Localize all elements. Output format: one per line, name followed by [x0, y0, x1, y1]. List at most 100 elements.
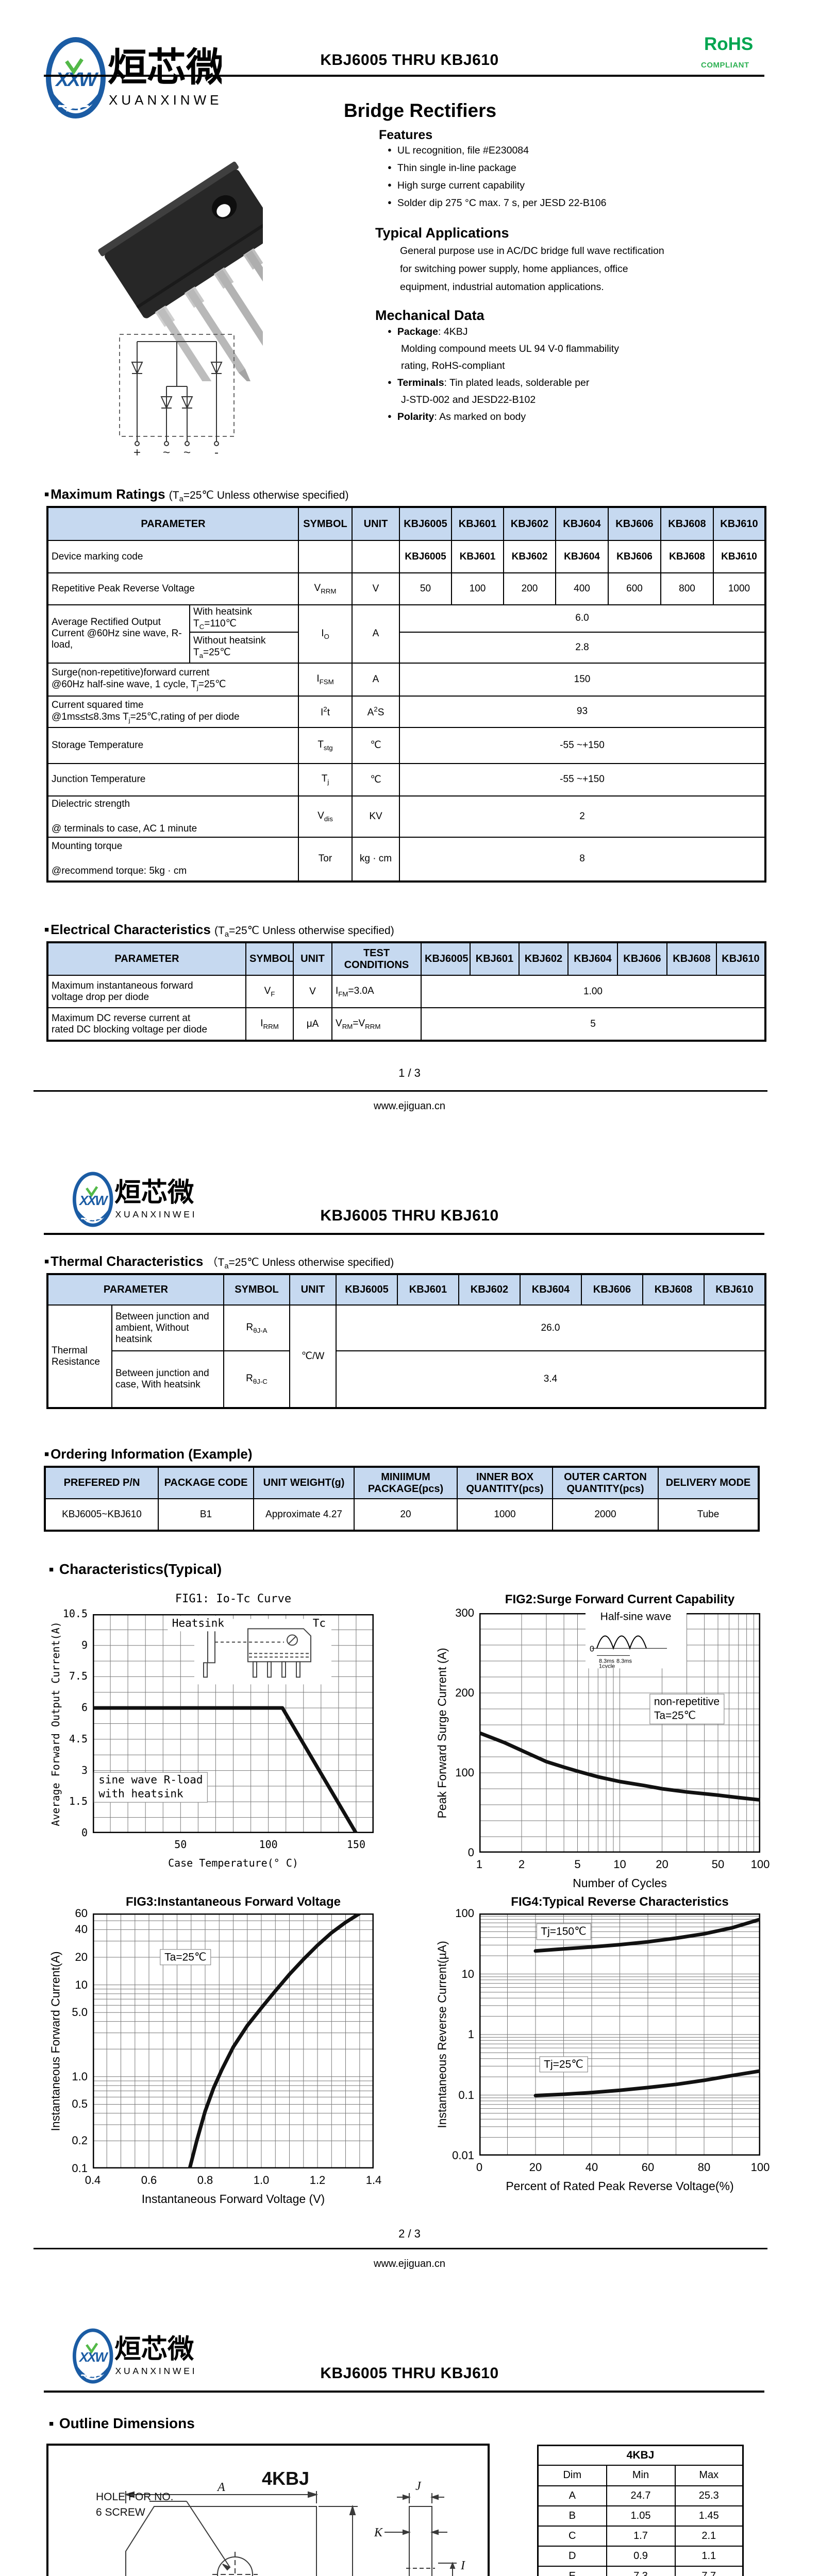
header-rule [44, 2391, 764, 2393]
svg-text:I: I [460, 2559, 465, 2572]
tick-label: 0 [467, 1846, 474, 1859]
symbol-cell: I2t [298, 695, 353, 728]
fig3-instantaneous-forward-voltage: FIG3:Instantaneous Forward Voltage Instan… [44, 1891, 420, 2218]
tick-label: 10 [461, 1967, 474, 1980]
chart-title: FIG4:Typical Reverse Characteristics [511, 1895, 729, 1909]
square-bullet-icon: ■ [44, 1257, 49, 1266]
row-vrrm: Repetitive Peak Reverse Voltage VRRM V 5… [47, 572, 766, 605]
value-cell: 6.0 [399, 604, 766, 633]
unit-cell: μA [293, 1007, 332, 1041]
applications-text: equipment, industrial automation applica… [400, 281, 604, 293]
tick-label: 100 [259, 1838, 278, 1851]
test-condition-cell: IFM=3.0A [331, 975, 422, 1008]
value-cell: -55 ~+150 [399, 762, 766, 796]
tick-label: 0.8 [197, 2174, 213, 2187]
test-condition-cell: VRM=VRRM [331, 1007, 422, 1041]
value-cell: KBJ601 [451, 540, 504, 573]
chart-canvas [93, 1913, 374, 2168]
condition-cell: With heatsink TC=110℃ [189, 604, 299, 633]
outline-heading: ■ Outline Dimensions [49, 2415, 195, 2431]
svg-text:XXW: XXW [78, 2350, 109, 2365]
mechanical-item-line: Molding compound meets UL 94 V-0 flammab… [401, 343, 620, 354]
ordering-heading: ■ Ordering Information (Example) [44, 1446, 253, 1462]
fig4-typical-reverse-characteristics: FIG4:Typical Reverse Characteristics Inst… [436, 1891, 812, 2210]
dim-row: A 24.7 25.3 [537, 2485, 744, 2506]
schematic-terminal-labels: + ~ ~ - [133, 446, 219, 459]
svg-text:~: ~ [163, 446, 170, 459]
tick-label: 300 [455, 1606, 474, 1619]
outline-drawing: 4KBJ HOLE FOR NO. 6 SCREW + ~ ~ - A B C … [96, 2468, 465, 2576]
symbol-cell: Vdis [298, 795, 353, 838]
tick-label: 150 [346, 1838, 365, 1851]
chart-annotation: sine wave R-load with heatsink [94, 1772, 208, 1803]
chart-title: FIG2:Surge Forward Current Capability [505, 1592, 735, 1606]
tick-label: 0.1 [72, 2162, 88, 2175]
symbol-cell: RθJ-C [223, 1350, 290, 1409]
tick-label: 0 [476, 2161, 483, 2174]
page-number: 1 / 3 [398, 1066, 421, 1079]
dim-table-header: Dim Min Max [537, 2464, 744, 2486]
diode-icon [131, 362, 143, 375]
unit-cell: ℃ [352, 762, 400, 796]
tick-label: 200 [455, 1686, 474, 1699]
applications-text: General purpose use in AC/DC bridge full… [400, 245, 664, 257]
unit-cell: kg · cm [352, 836, 400, 882]
unit-cell: KV [352, 795, 400, 838]
chart-annotation: Tj=150℃ [536, 1923, 591, 1940]
svg-text:XUANXINWEI: XUANXINWEI [115, 1209, 197, 1219]
row-rtheta-jc: Between junction and case, With heatsink… [47, 1350, 766, 1409]
bullet-icon: ● [388, 181, 392, 189]
dim-row: D 0.9 1.1 [537, 2545, 744, 2567]
max-ratings-heading: ■ Maximum Ratings (Ta=25℃ Unless otherwis… [44, 486, 349, 504]
x-axis-label: Percent of Rated Peak Reverse Voltage(%) [506, 2179, 734, 2193]
row-rtheta-ja: Thermal Resistance Between junction and … [47, 1304, 766, 1409]
param-cell: Junction Temperature [47, 762, 299, 796]
dim-row: B 1.05 1.45 [537, 2505, 744, 2527]
value-cell: 150 [399, 662, 766, 697]
mechanical-item: ● Terminals: Tin plated leads, solderable… [388, 377, 590, 388]
symbol-cell: IFSM [298, 662, 353, 697]
tick-label: 1.0 [253, 2174, 270, 2187]
applications-title: Typical Applications [375, 225, 509, 241]
footer-site: www.ejiguan.cn [374, 1100, 445, 1112]
tick-label: 60 [75, 1907, 88, 1920]
unit-cell: V [352, 572, 400, 605]
chart-annotation: non-repetitive Ta=25℃ [649, 1693, 725, 1724]
symbol-cell: RθJ-A [223, 1304, 290, 1351]
mechanical-title: Mechanical Data [375, 308, 484, 323]
value-cell: 2000 [552, 1498, 659, 1531]
data-series [533, 2069, 760, 2097]
svg-text:K: K [374, 2526, 383, 2539]
svg-text:+: + [133, 446, 141, 459]
doc-title: KBJ6005 THRU KBJ610 [320, 1207, 499, 1224]
product-title: Bridge Rectifiers [343, 100, 497, 121]
unit-cell: A [352, 662, 400, 697]
x-axis-label: Instantaneous Forward Voltage (V) [141, 2192, 325, 2206]
tick-label: 5 [574, 1858, 581, 1871]
feature-item: ● UL recognition, file #E230084 [388, 145, 529, 156]
svg-text:-: - [214, 446, 219, 459]
tick-label: 10.5 [62, 1607, 88, 1620]
tick-label: 80 [697, 2161, 711, 2174]
value-cell: 2.8 [399, 631, 766, 664]
value-cell: KBJ6005~KBJ610 [44, 1498, 159, 1531]
data-series [533, 1917, 760, 1953]
tick-label: 100 [750, 1858, 770, 1871]
svg-text:A: A [216, 2481, 225, 2494]
table-header-row: PARAMETER SYMBOL UNIT TEST CONDITIONS KB… [47, 942, 766, 976]
mechanical-item-line: J-STD-002 and JESD22-B102 [401, 394, 536, 405]
max-ratings-table: PARAMETER SYMBOL UNIT KBJ6005 KBJ601 KBJ… [46, 506, 766, 883]
symbol-cell: Tj [298, 762, 353, 796]
table-header-row: PARAMETER SYMBOL UNIT KBJ6005 KBJ601 KBJ… [47, 506, 766, 541]
chart-annotation: Half-sine wave 0 8.3ms 8.3ms 1cycle [585, 1608, 687, 1669]
value-cell: 2 [399, 795, 766, 838]
tick-label: 2 [518, 1858, 525, 1871]
chart-title: FIG1: Io-Tc Curve [175, 1592, 292, 1605]
square-bullet-icon: ■ [44, 490, 49, 499]
company-logo: XXW 烜芯微 XUANXINWEI [72, 1172, 197, 1227]
symbol-cell: IRRM [245, 1007, 294, 1041]
tick-label: 50 [711, 1858, 725, 1871]
svg-text:6 SCREW: 6 SCREW [96, 2506, 145, 2518]
bullet-icon: ● [388, 198, 392, 206]
